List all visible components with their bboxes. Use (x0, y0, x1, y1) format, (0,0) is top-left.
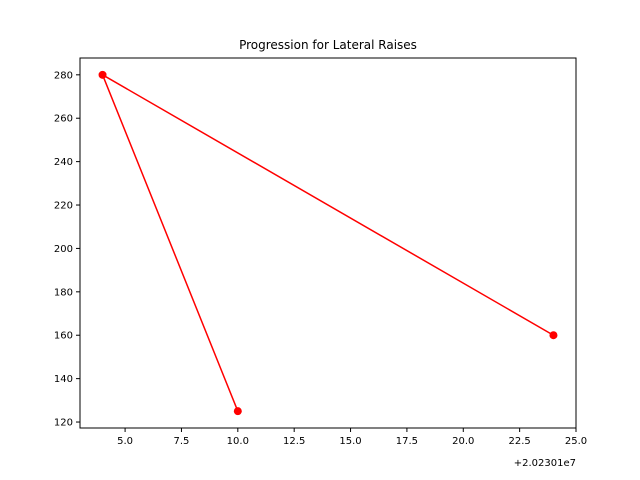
y-tick-label: 260 (54, 114, 73, 125)
x-axis-offset-label: +2.02301e7 (514, 458, 576, 469)
data-point (549, 331, 558, 340)
y-axis: 120 140 160 180 200 220 240 260 280 (54, 70, 80, 429)
x-tick-label: 15.0 (339, 436, 361, 447)
x-tick-label: 20.0 (452, 436, 474, 447)
y-tick-label: 200 (54, 244, 73, 255)
y-tick-label: 280 (54, 70, 73, 81)
x-tick-label: 25.0 (565, 436, 587, 447)
plot-background (80, 58, 576, 428)
data-point (98, 70, 107, 79)
x-tick-label: 12.5 (283, 436, 305, 447)
x-tick-label: 22.5 (509, 436, 531, 447)
x-tick-label: 7.5 (174, 436, 190, 447)
series-layer (98, 70, 558, 416)
y-tick-label: 240 (54, 157, 73, 168)
x-axis: 5.0 7.5 10.0 12.5 15.0 17.5 20.0 22.5 25.0 (117, 428, 587, 447)
y-tick-label: 140 (54, 374, 73, 385)
y-tick-label: 160 (54, 331, 73, 342)
x-tick-label: 17.5 (396, 436, 418, 447)
y-tick-label: 180 (54, 287, 73, 298)
y-tick-label: 220 (54, 201, 73, 212)
y-tick-label: 120 (54, 418, 73, 429)
x-tick-label: 5.0 (117, 436, 133, 447)
data-point (233, 407, 242, 416)
plot-frame (79, 57, 577, 429)
chart-title: Progression for Lateral Raises (239, 38, 417, 52)
x-tick-label: 10.0 (227, 436, 249, 447)
